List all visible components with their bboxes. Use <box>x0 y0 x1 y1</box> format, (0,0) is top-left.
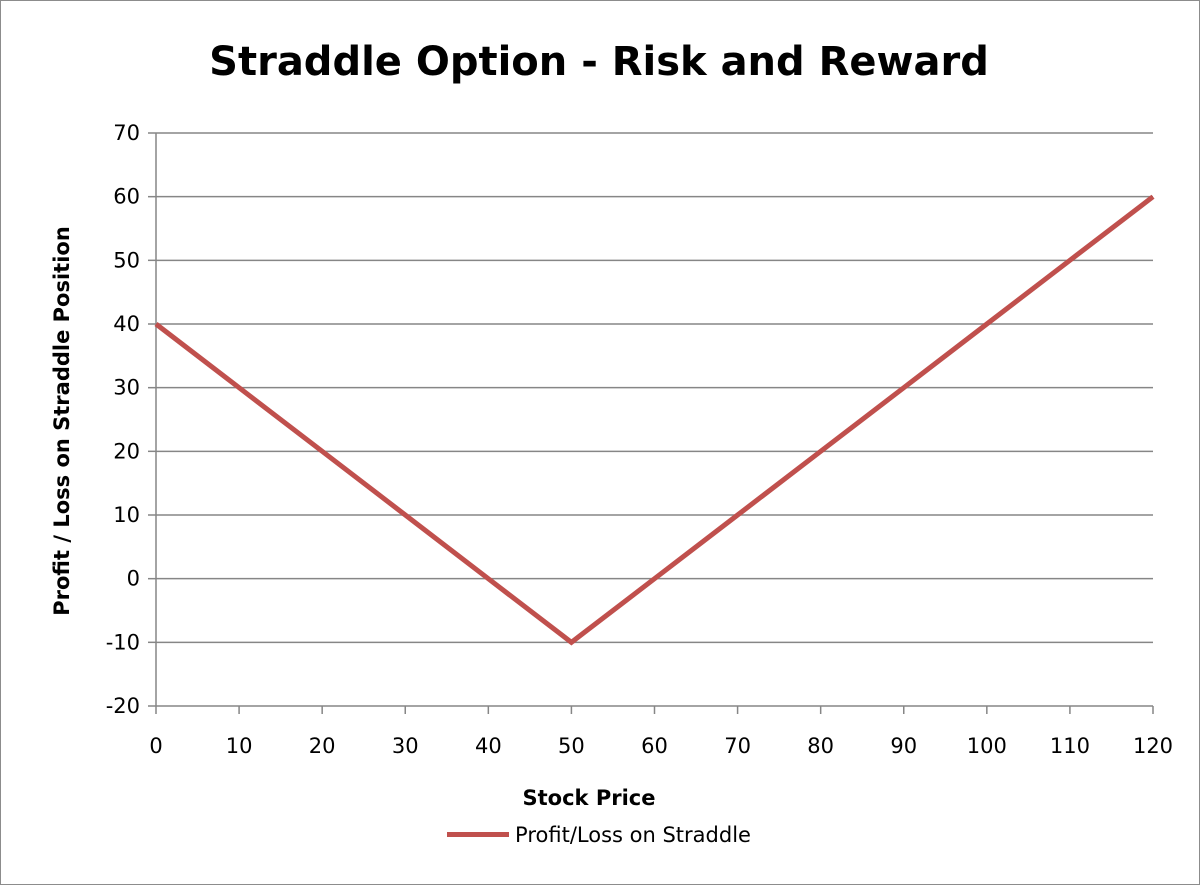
x-tick-label: 100 <box>967 734 1007 758</box>
y-tick-label: 30 <box>113 376 140 400</box>
axes <box>148 132 1154 714</box>
series-line <box>154 194 1155 646</box>
x-tick-label: 10 <box>226 734 253 758</box>
x-tick-label: 50 <box>558 734 585 758</box>
series-layer <box>154 194 1155 646</box>
x-axis-title: Stock Price <box>523 786 656 810</box>
chart-title: Straddle Option - Risk and Reward <box>209 39 989 85</box>
y-axis-title: Profit / Loss on Straddle Position <box>50 226 74 616</box>
y-tick-label: 60 <box>113 185 140 209</box>
y-tick-label: 40 <box>113 312 140 336</box>
x-tick-label: 20 <box>309 734 336 758</box>
y-tick-label: 0 <box>127 567 140 591</box>
y-tick-label: 70 <box>113 121 140 145</box>
y-tick-label: 20 <box>113 439 140 463</box>
x-tick-label: 120 <box>1133 734 1173 758</box>
legend: Profit/Loss on Straddle <box>1 823 1197 847</box>
x-tick-label: 90 <box>890 734 917 758</box>
gridlines <box>156 132 1153 644</box>
y-tick-label: 50 <box>113 248 140 272</box>
x-tick-label: 70 <box>724 734 751 758</box>
y-tick-label: -20 <box>106 694 140 718</box>
y-tick-labels: -20 -10 0 10 20 30 40 50 60 70 <box>106 121 140 718</box>
x-tick-label: 40 <box>475 734 502 758</box>
x-tick-label: 110 <box>1050 734 1090 758</box>
x-tick-label: 30 <box>392 734 419 758</box>
legend-swatch <box>447 831 510 837</box>
y-tick-label: -10 <box>106 630 140 654</box>
legend-label: Profit/Loss on Straddle <box>515 823 751 847</box>
y-tick-label: 10 <box>113 503 140 527</box>
x-tick-label: 60 <box>641 734 668 758</box>
x-tick-label: 80 <box>807 734 834 758</box>
x-tick-label: 0 <box>149 734 162 758</box>
x-tick-labels: 0 10 20 30 40 50 60 70 80 90 100 110 120 <box>149 734 1173 758</box>
